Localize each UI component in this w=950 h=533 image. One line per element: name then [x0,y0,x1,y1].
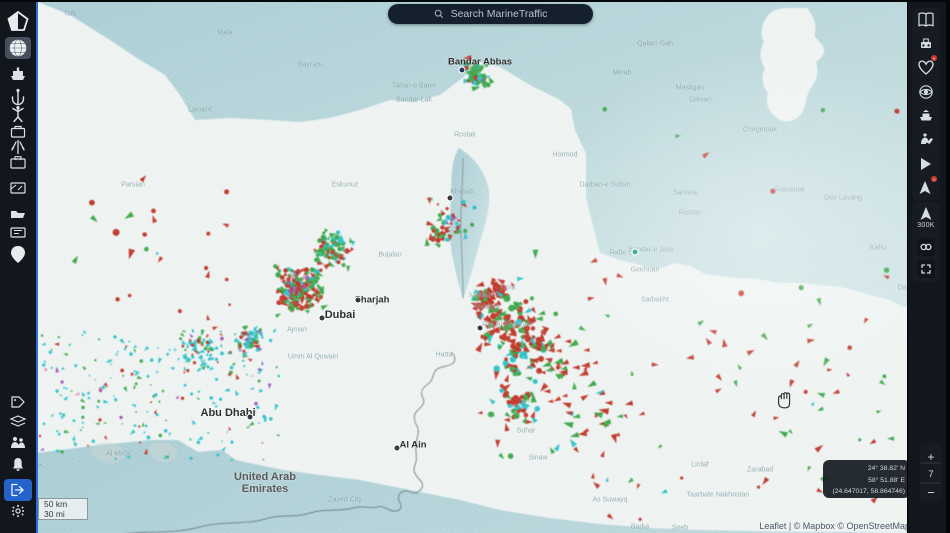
svg-text:7: 7 [928,469,933,480]
svg-text:300K: 300K [917,222,935,229]
svg-text:−: − [927,485,935,500]
svg-text:+: + [933,57,936,62]
svg-text:+: + [933,178,936,183]
svg-text:+: + [927,450,934,464]
